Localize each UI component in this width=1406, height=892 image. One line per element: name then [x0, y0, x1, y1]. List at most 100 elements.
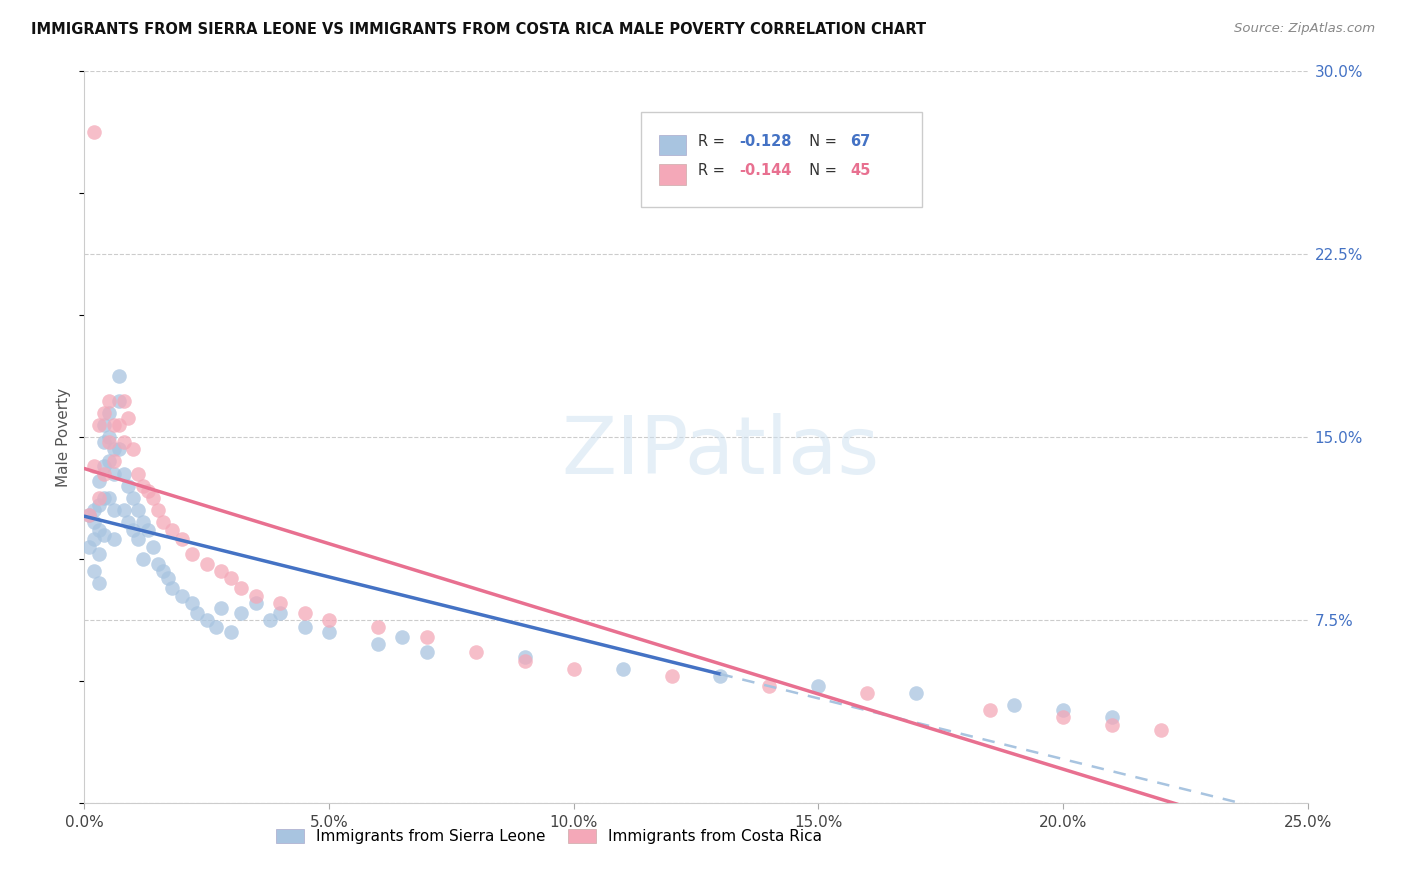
Text: R =: R = — [699, 163, 730, 178]
Point — [132, 552, 155, 566]
Point — [269, 596, 291, 610]
Point — [195, 613, 218, 627]
Point — [245, 596, 267, 610]
Point — [245, 589, 267, 603]
Point — [87, 474, 110, 488]
Point — [367, 620, 389, 634]
Point — [83, 125, 105, 139]
Point — [83, 503, 105, 517]
Point — [318, 625, 340, 640]
Legend: Immigrants from Sierra Leone, Immigrants from Costa Rica: Immigrants from Sierra Leone, Immigrants… — [270, 822, 828, 850]
Point — [87, 576, 110, 591]
Point — [83, 516, 105, 530]
Point — [136, 483, 159, 498]
Point — [142, 491, 165, 505]
Text: IMMIGRANTS FROM SIERRA LEONE VS IMMIGRANTS FROM COSTA RICA MALE POVERTY CORRELAT: IMMIGRANTS FROM SIERRA LEONE VS IMMIGRAN… — [31, 22, 927, 37]
Text: 45: 45 — [851, 163, 870, 178]
Point — [416, 645, 439, 659]
Point — [172, 589, 194, 603]
Point — [83, 564, 105, 578]
Point — [162, 581, 184, 595]
Point — [77, 508, 100, 522]
Point — [162, 523, 184, 537]
Point — [93, 459, 115, 474]
Point — [562, 662, 585, 676]
Point — [87, 547, 110, 561]
Point — [87, 499, 110, 513]
Text: -0.128: -0.128 — [738, 134, 792, 149]
Point — [97, 430, 120, 444]
FancyBboxPatch shape — [659, 164, 686, 185]
Point — [229, 606, 252, 620]
Point — [513, 649, 536, 664]
Point — [93, 467, 115, 481]
Point — [103, 442, 125, 457]
Point — [1101, 718, 1123, 732]
Point — [93, 491, 115, 505]
Point — [612, 662, 634, 676]
Point — [117, 516, 139, 530]
Point — [205, 620, 228, 634]
Point — [107, 442, 129, 457]
Point — [112, 434, 135, 449]
Point — [146, 503, 169, 517]
Point — [103, 467, 125, 481]
Point — [229, 581, 252, 595]
Point — [464, 645, 486, 659]
Point — [367, 637, 389, 651]
Point — [112, 503, 135, 517]
Point — [103, 417, 125, 432]
Point — [107, 369, 129, 384]
Point — [1101, 710, 1123, 724]
Text: ZIPatlas: ZIPatlas — [561, 413, 880, 491]
Point — [195, 557, 218, 571]
Point — [294, 620, 316, 634]
Point — [1052, 703, 1074, 717]
Point — [181, 547, 204, 561]
Point — [661, 669, 683, 683]
Point — [219, 572, 242, 586]
Point — [1150, 723, 1173, 737]
Point — [146, 557, 169, 571]
Point — [152, 516, 174, 530]
Point — [318, 613, 340, 627]
Point — [122, 491, 145, 505]
Point — [122, 523, 145, 537]
Text: N =: N = — [800, 134, 841, 149]
Point — [807, 679, 830, 693]
Point — [156, 572, 179, 586]
Point — [97, 393, 120, 408]
Point — [122, 442, 145, 457]
Point — [1052, 710, 1074, 724]
Point — [77, 540, 100, 554]
Point — [83, 459, 105, 474]
Point — [259, 613, 281, 627]
Point — [87, 417, 110, 432]
Point — [513, 654, 536, 668]
Point — [186, 606, 208, 620]
Point — [209, 564, 232, 578]
Y-axis label: Male Poverty: Male Poverty — [56, 387, 72, 487]
Point — [181, 596, 204, 610]
Point — [294, 606, 316, 620]
Point — [127, 503, 149, 517]
Text: 67: 67 — [851, 134, 870, 149]
Point — [112, 467, 135, 481]
Point — [136, 523, 159, 537]
Point — [77, 508, 100, 522]
Point — [87, 523, 110, 537]
Point — [416, 630, 439, 644]
Point — [93, 406, 115, 420]
Point — [97, 406, 120, 420]
Text: -0.144: -0.144 — [738, 163, 792, 178]
Point — [172, 533, 194, 547]
Point — [107, 417, 129, 432]
Point — [219, 625, 242, 640]
Point — [391, 630, 413, 644]
Point — [87, 491, 110, 505]
Point — [856, 686, 879, 700]
Point — [979, 703, 1001, 717]
Point — [758, 679, 780, 693]
Point — [107, 393, 129, 408]
Point — [117, 479, 139, 493]
